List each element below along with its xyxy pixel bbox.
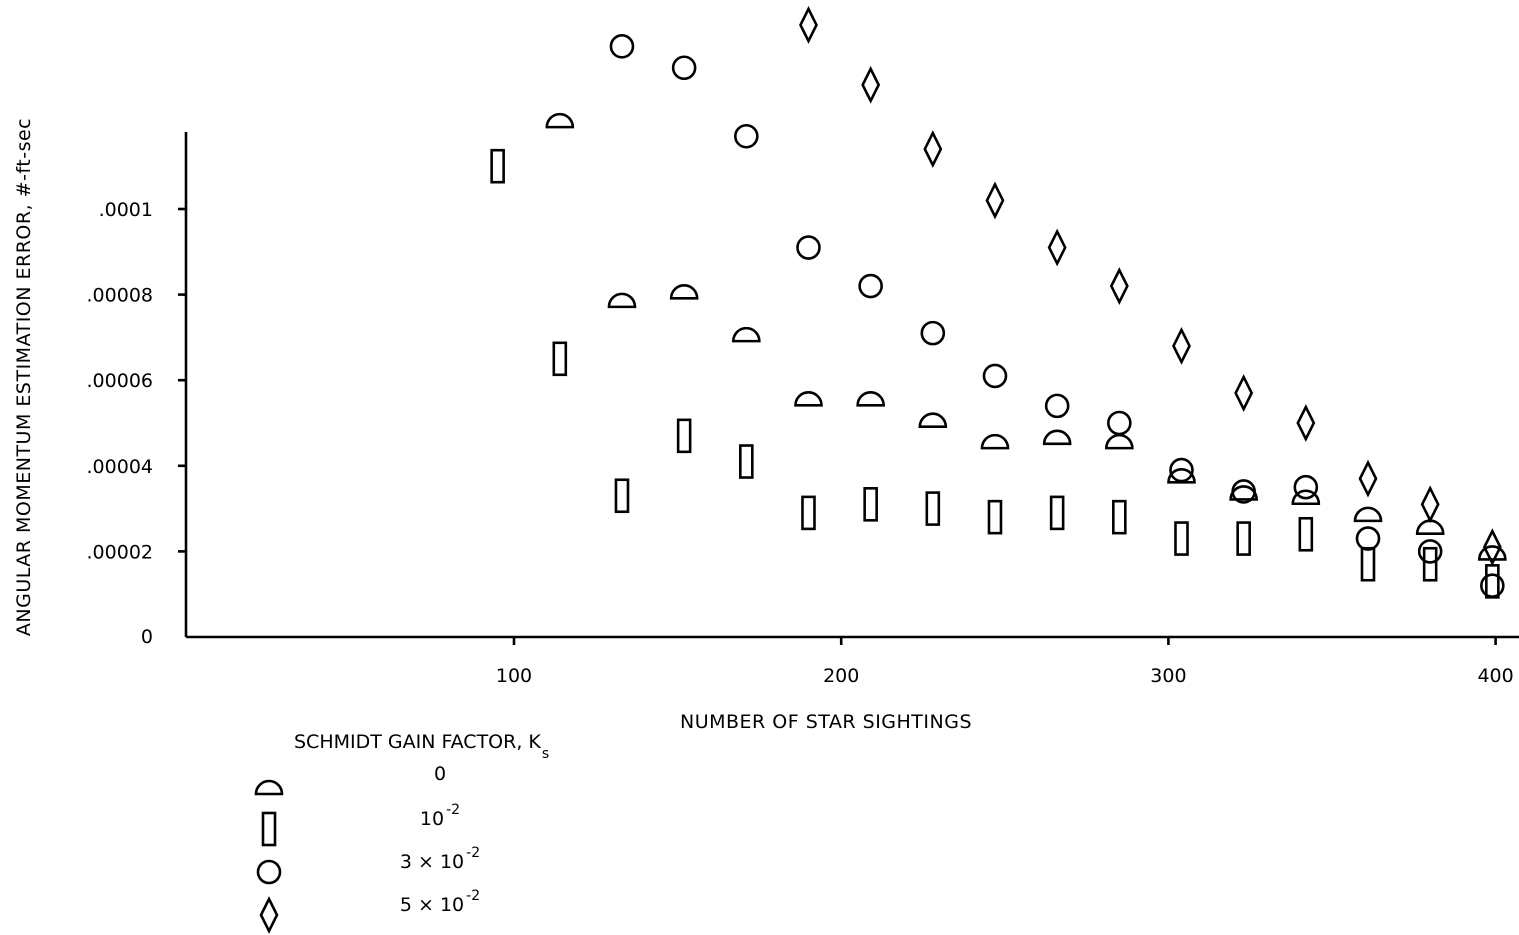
data-point-circle [1293,474,1319,500]
data-point-rectangle [987,499,1003,535]
x-tick-label: 200 [823,665,859,687]
data-point-circle [858,273,883,299]
data-point-circle [1417,539,1443,564]
legend-marker-diamond [259,896,279,934]
series-rectangle [490,148,1500,599]
data-point-diamond [1047,228,1067,267]
data-point-rectangle [801,495,816,531]
series-diamond [799,6,1502,567]
y-tick-label: 0 [141,626,153,648]
data-point-half-circle [1167,468,1196,484]
data-point-diamond [1234,374,1254,412]
data-point-circle [609,34,635,59]
data-point-circle [1231,479,1256,504]
axes: 100 200 300 400 0 .00002 .00004 .00006 .00008 .00… [87,132,1519,687]
data-point-circle [1044,393,1070,419]
data-point-half-circle [1291,489,1321,506]
legend-label: 3 × 10 -2 [400,845,480,873]
data-point-rectangle [1298,516,1314,552]
data-point-half-circle [669,284,699,300]
y-tick-label: .00006 [87,370,153,392]
data-point-rectangle [1174,521,1189,556]
data-point-half-circle [1042,429,1072,446]
data-point-diamond [861,65,881,104]
data-point-half-circle [980,434,1010,450]
data-point-diamond [1358,459,1378,498]
data-point-half-circle [1105,433,1134,450]
data-point-rectangle [1422,546,1438,582]
data-point-circle [1480,573,1505,598]
series-half-circle [545,112,1507,561]
data-point-circle [671,55,697,81]
data-point-rectangle [863,487,878,522]
data-point-circle [982,363,1008,389]
data-point-circle [1169,457,1194,483]
data-point-circle [734,123,759,149]
data-point-half-circle [918,412,948,429]
legend-marker-circle [256,859,282,885]
legend-title: SCHMIDT GAIN FACTOR, Ks [294,731,549,762]
legend: SCHMIDT GAIN FACTOR, Ks 0 10 -2 3 × 10 -2 5 ×… [254,731,549,934]
series-circle [609,34,1505,598]
legend-label: 0 [434,763,446,785]
data-point-half-circle [545,112,575,129]
data-point-half-circle [794,391,823,407]
data-point-diamond [1420,485,1440,524]
data-point-rectangle [1112,499,1127,535]
data-point-diamond [985,181,1005,220]
y-tick-label: .00004 [87,456,153,478]
legend-label: 5 × 10 -2 [400,888,480,916]
data-point-rectangle [552,341,568,377]
data-point-rectangle [614,478,630,514]
data-point-rectangle [1360,546,1376,582]
x-tick-label: 400 [1477,665,1513,687]
x-tick-label: 100 [496,665,532,687]
data-point-circle [1355,526,1381,551]
x-tick-label: 300 [1150,665,1186,687]
data-point-rectangle [676,418,692,454]
data-point-diamond [1172,327,1191,365]
data-point-circle [1107,410,1132,436]
data-point-circle [796,235,821,260]
data-point-rectangle [739,444,754,479]
data-point-half-circle [607,292,637,309]
data-point-diamond [923,130,943,168]
data-point-half-circle [1353,506,1383,523]
data-point-diamond [1482,528,1502,567]
y-axis-title: ANGULAR MOMENTUM ESTIMATION ERROR, #-ft-… [13,118,35,636]
y-tick-label: .0001 [99,199,153,221]
data-point-half-circle [732,326,761,343]
y-tick-label: .00008 [87,285,153,307]
data-point-rectangle [1236,521,1251,556]
legend-marker-half-circle [254,779,284,796]
data-point-diamond [799,6,818,44]
data-point-rectangle [1485,564,1500,599]
x-axis-title: NUMBER OF STAR SIGHTINGS [680,711,972,733]
data-point-rectangle [490,148,505,184]
data-point-diamond [1109,267,1129,305]
legend-label: 10 -2 [420,802,460,830]
data-point-half-circle [856,391,885,407]
data-point-half-circle [1478,545,1507,561]
data-point-rectangle [925,491,941,526]
data-point-rectangle [1049,495,1065,531]
data-marks [490,6,1507,599]
data-point-circle [920,320,946,346]
legend-marker-rectangle [261,811,277,847]
data-point-diamond [1296,404,1316,442]
y-tick-label: .00002 [87,541,153,563]
data-point-half-circle [1415,519,1445,536]
